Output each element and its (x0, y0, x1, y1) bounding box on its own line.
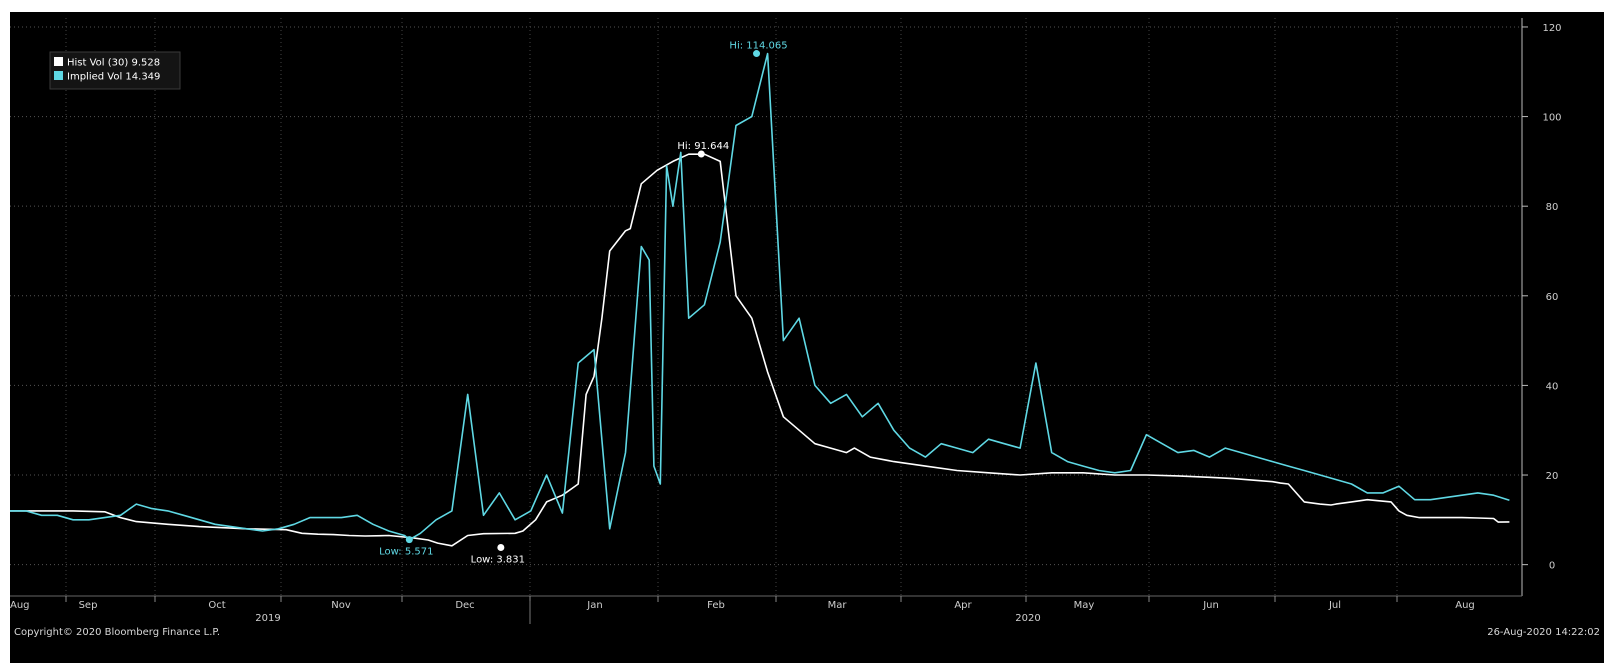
implied-vol-low-label: Low: 5.571 (379, 547, 433, 558)
series-layer (10, 52, 1510, 547)
legend-swatch-0 (54, 57, 63, 66)
y-tick-label: 80 (1546, 202, 1559, 213)
legend-swatch-1 (54, 71, 63, 80)
x-month-label-mar: Mar (828, 600, 848, 611)
legend: Hist Vol (30) 9.528 Implied Vol 14.349 (49, 51, 181, 90)
y-tick-label: 0 (1549, 561, 1555, 572)
x-month-label-jul: Jul (1328, 600, 1341, 611)
x-month-label-may: May (1074, 600, 1095, 611)
year-label-2020: 2020 (1015, 613, 1040, 624)
legend-entry-0: Hist Vol (30) 9.528 (67, 58, 160, 69)
implied-vol-line (10, 52, 1510, 541)
volatility-chart: 0 20 40 60 80 100 120 Aug Sep Oct Nov Dec Jan Feb Mar… (10, 18, 1600, 638)
legend-box (49, 51, 181, 90)
y-axis: 0 20 40 60 80 100 120 (1521, 18, 1562, 596)
chart-frame: 0 20 40 60 80 100 120 Aug Sep Oct Nov Dec Jan Feb Mar… (10, 12, 1604, 663)
hist-vol-low-label: Low: 3.831 (471, 554, 525, 565)
y-tick-label: 100 (1542, 113, 1561, 124)
x-month-label-aug: Aug (10, 600, 30, 611)
year-label-2019: 2019 (255, 613, 280, 624)
timestamp-text: 26-Aug-2020 14:22:02 (1487, 627, 1600, 638)
x-month-label-oct: Oct (208, 600, 225, 611)
annotations: Low: 3.831 Hi: 91.644 Low: 5.571 Hi: 114.06… (379, 41, 787, 566)
implied-vol-low-marker (405, 536, 413, 544)
y-tick-label: 20 (1546, 471, 1559, 482)
x-month-label-nov: Nov (331, 600, 351, 611)
legend-entry-1: Implied Vol 14.349 (67, 72, 160, 83)
y-tick-label: 60 (1546, 292, 1559, 303)
gridlines (10, 18, 1522, 596)
hist-vol-high-marker (697, 150, 705, 158)
hist-vol-line (10, 153, 1510, 547)
hist-vol-low-marker (497, 543, 505, 551)
x-month-label-jan: Jan (586, 600, 602, 611)
implied-vol-high-label: Hi: 114.065 (729, 41, 787, 52)
x-month-label-feb: Feb (707, 600, 725, 611)
x-month-label-sep: Sep (79, 600, 98, 611)
y-tick-label: 40 (1546, 381, 1559, 392)
x-axis: Aug Sep Oct Nov Dec Jan Feb Mar Apr May Jun Jul Aug 2… (10, 595, 1522, 624)
copyright-text: Copyright© 2020 Bloomberg Finance L.P. (14, 627, 220, 638)
x-month-label-aug: Aug (1455, 600, 1475, 611)
x-month-label-apr: Apr (954, 600, 972, 611)
hist-vol-high-label: Hi: 91.644 (677, 141, 729, 152)
x-month-label-dec: Dec (455, 600, 474, 611)
x-month-label-jun: Jun (1202, 600, 1219, 611)
implied-vol-high-marker (753, 50, 761, 58)
y-tick-label: 120 (1542, 23, 1561, 34)
